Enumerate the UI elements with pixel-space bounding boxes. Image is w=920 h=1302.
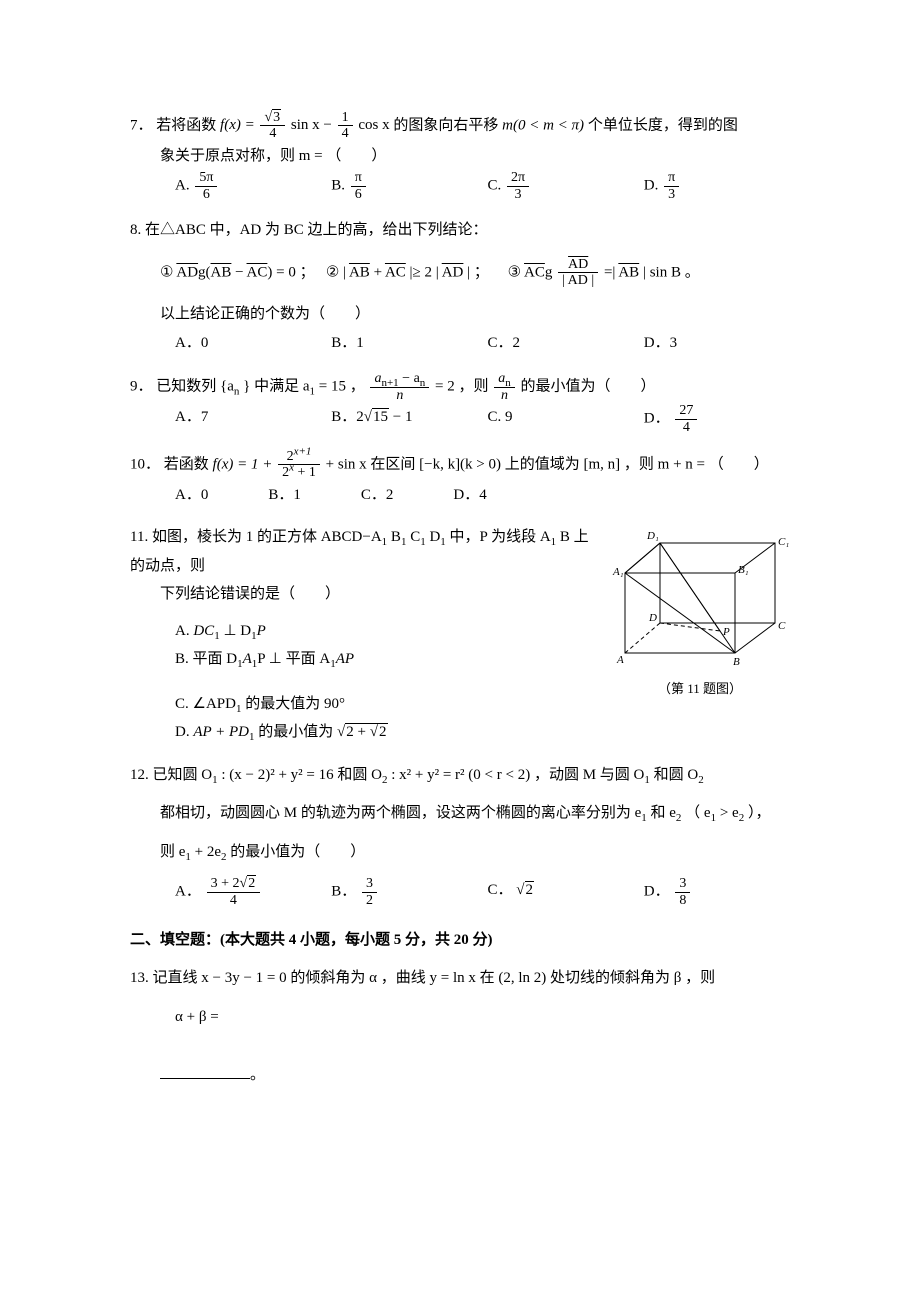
q8-stem: 在△ABC 中，AD 为 BC 边上的高，给出下列结论： (145, 222, 488, 238)
svg-text:P: P (722, 626, 730, 638)
q9-opt-d: D． 274 (644, 403, 800, 435)
q11-figure: A B C D A₁ B₁ C₁ D₁ P （第 11 题图） (600, 523, 800, 702)
svg-text:C₁: C₁ (778, 536, 789, 548)
q13-num: 13. (130, 970, 149, 986)
question-7: 7． 若将函数 f(x) = 34 sin x − 14 cos x 的图象向右… (130, 110, 800, 202)
svg-text:D₁: D₁ (646, 530, 659, 542)
question-12: 12. 已知圆 O1 : (x − 2)² + y² = 16 和圆 O2 : … (130, 761, 800, 908)
q7-stem-b: 的图象向右平移 (393, 117, 502, 133)
q7-mcond: m(0 < m < π) (502, 117, 584, 133)
svg-text:A: A (616, 654, 624, 666)
q13-expr: α + β = (175, 1009, 219, 1025)
q7-opt-d: D. π3 (644, 170, 800, 202)
q9-opt-a: A．7 (175, 403, 331, 435)
svg-text:B: B (733, 656, 740, 668)
q10-num: 10． (130, 456, 160, 472)
q12-opt-c: C． 2 (488, 876, 644, 908)
question-9: 9． 已知数列 {an } 中满足 a1 = 15 ， an+1 − an n … (130, 371, 800, 435)
q13-stem: 记直线 x − 3y − 1 = 0 的倾斜角为 α ，曲线 y = ln x … (153, 970, 716, 986)
svg-text:D: D (648, 612, 657, 624)
question-10: 10． 若函数 f(x) = 1 + 2x+1 2x + 1 + sin x 在… (130, 449, 800, 509)
svg-text:C: C (778, 620, 786, 632)
q9-num: 9． (130, 379, 153, 395)
q12-opt-d: D． 38 (644, 876, 800, 908)
q7-stem-a: 若将函数 (156, 117, 220, 133)
q10-opt-d: D．4 (453, 481, 486, 510)
q8-ask: 以上结论正确的个数为（ ） (160, 306, 370, 322)
q12-opt-a: A． 3 + 224 (175, 876, 331, 908)
q9-opt-b: B．215 − 1 (331, 403, 487, 435)
q11-opt-a: A. DC1 ⊥ D1P (175, 617, 475, 646)
q7-num: 7． (130, 117, 153, 133)
q12-num: 12. (130, 767, 149, 783)
question-11: A B C D A₁ B₁ C₁ D₁ P （第 11 题图） 11. 如图，棱… (130, 523, 800, 747)
question-8: 8. 在△ABC 中，AD 为 BC 边上的高，给出下列结论： ① ADg(AB… (130, 216, 800, 357)
q11-num: 11. (130, 529, 148, 545)
q8-opt-a: A．0 (175, 329, 331, 358)
q8-opt-b: B．1 (331, 329, 487, 358)
q11-line2: 下列结论错误的是（ ） (160, 586, 340, 602)
q7-opt-c: C. 2π3 (488, 170, 644, 202)
q8-opt-d: D．3 (644, 329, 800, 358)
q7-opt-a: A. 5π6 (175, 170, 331, 202)
question-13: 13. 记直线 x − 3y − 1 = 0 的倾斜角为 α ，曲线 y = l… (130, 964, 800, 1090)
q7-fx: f(x) = (220, 117, 258, 133)
q7-stem-c: 个单位长度，得到的图 (588, 117, 738, 133)
section-2-heading: 二、填空题：(本大题共 4 小题，每小题 5 分，共 20 分) (130, 926, 800, 955)
q10-opt-b: B．1 (268, 481, 301, 510)
q7-opt-b: B. π6 (331, 170, 487, 202)
q8-num: 8. (130, 222, 141, 238)
q13-blank (160, 1078, 250, 1079)
q10-opt-a: A．0 (175, 481, 208, 510)
q9-opt-c: C. 9 (488, 403, 644, 435)
q12-opt-b: B． 32 (331, 876, 487, 908)
q7-line2: 象关于原点对称，则 m = （ ） (160, 148, 386, 164)
svg-text:B₁: B₁ (738, 564, 749, 576)
q8-opt-c: C．2 (488, 329, 644, 358)
q11-opt-d: D. AP + PD1 的最小值为 2 + 2 (175, 718, 388, 747)
q11-fig-caption: （第 11 题图） (658, 681, 742, 696)
q11-opt-c: C. ∠APD1 的最大值为 90° (175, 690, 475, 719)
q10-opt-c: C．2 (361, 481, 394, 510)
svg-text:A₁: A₁ (612, 566, 624, 578)
q11-opt-b: B. 平面 D1A1P ⊥ 平面 A1AP (175, 645, 354, 674)
